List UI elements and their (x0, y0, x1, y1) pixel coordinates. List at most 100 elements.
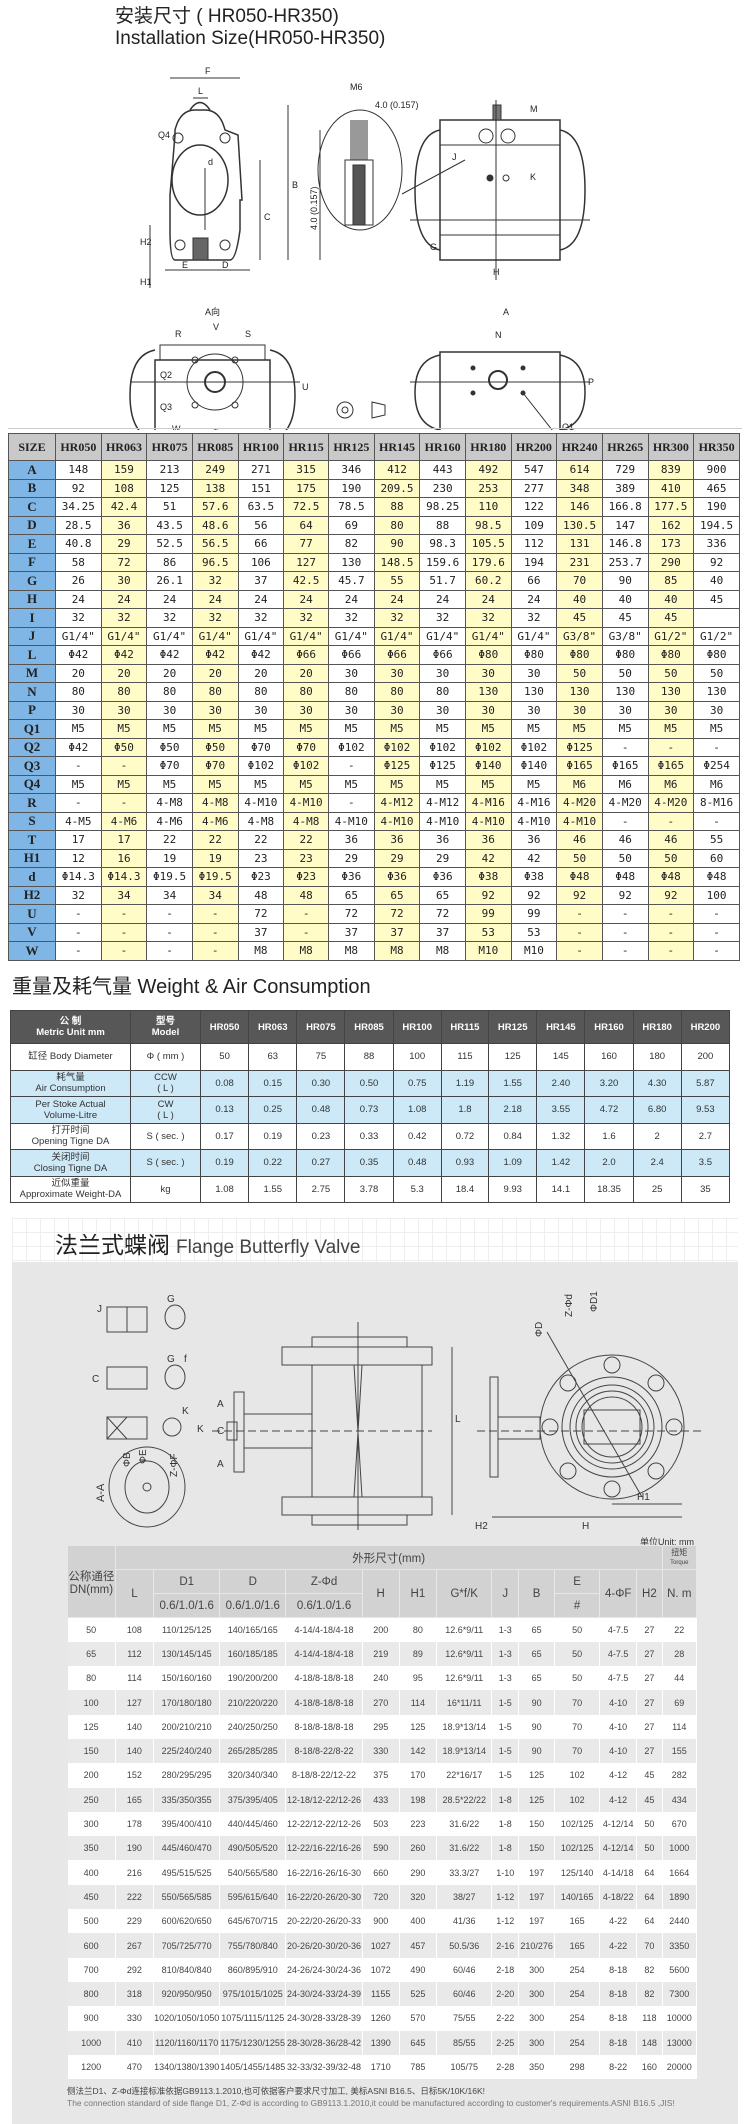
table-cell: 254 (554, 1957, 601, 1982)
table-cell: 8-18 (599, 2006, 638, 2031)
dim-label: ΦE (138, 1449, 149, 1464)
table-cell: 96.5 (191, 552, 239, 572)
table-cell: 30 (283, 700, 330, 720)
table-cell: 249 (191, 460, 239, 480)
key-icon (371, 401, 386, 419)
table-cell: 2-25 (491, 2030, 520, 2055)
table-cell: 92 (601, 885, 649, 905)
table-cell: 2-28 (491, 2054, 520, 2080)
table-cell: 37 (373, 922, 421, 942)
col-h2: H2 (636, 1569, 663, 1618)
table-cell: 80 (373, 515, 421, 535)
table-cell: 490/505/520 (219, 1836, 287, 1861)
unit-text: CCW (154, 1072, 177, 1084)
table-cell: 22*16/17 (436, 1763, 493, 1788)
table-cell: 159.6 (419, 552, 466, 572)
table-cell: 550/565/585 (153, 1884, 221, 1910)
table-cell: 37 (237, 922, 285, 942)
table-cell: 63 (248, 1043, 298, 1071)
table-cell: 40 (647, 589, 695, 609)
table-cell: 1-12 (491, 1909, 520, 1934)
table-cell: Φ36 (373, 867, 421, 887)
col-d1: D1 (153, 1569, 221, 1594)
table-cell: 52.5 (146, 534, 193, 554)
table-cell: 253 (464, 478, 512, 498)
table-cell: 90 (601, 571, 649, 591)
table-cell: 90 (373, 534, 421, 554)
table-cell: 82 (328, 534, 375, 554)
table-cell: 197 (518, 1884, 556, 1910)
front-view (149, 77, 289, 288)
header-text: 型号 (155, 1016, 175, 1027)
table-cell: 165 (554, 1933, 601, 1958)
table-cell: 400 (399, 1909, 438, 1934)
table-cell: 50 (693, 663, 740, 683)
table-row: G 26 30 26.1 32 37 42.5 45.7 55 51.7 60.2 66 70 90 85 4… (8, 571, 740, 591)
table-row: 250 165 335/350/355 375/395/405 12-18/12-22/… (67, 1787, 698, 1812)
dim-label: Q2 (160, 370, 172, 380)
table-cell: 24-30/24-33/24-39 (285, 1981, 363, 2007)
table-cell: M5 (328, 774, 375, 794)
table-cell: 1-12 (491, 1884, 520, 1910)
bushing-icon (336, 401, 354, 419)
unit-text: ( L ) (157, 1083, 174, 1095)
table-cell: 45 (647, 608, 695, 628)
table-cell: 50 (556, 663, 603, 683)
table-cell: 375/395/405 (219, 1787, 287, 1812)
table-cell: 72 (373, 904, 421, 924)
table-cell: - (191, 904, 239, 924)
table-cell: 28 (662, 1641, 698, 1667)
table-cell: 1-10 (491, 1860, 520, 1885)
table-cell: 12 (55, 848, 102, 868)
table-cell: 335/350/355 (153, 1787, 221, 1812)
dim-label: H1 (140, 277, 152, 287)
table-cell: 50 (67, 1617, 116, 1642)
table-cell: 28.5 (55, 515, 102, 535)
table-cell: 122 (510, 497, 558, 517)
table-row: Q2 Φ42 Φ50 Φ50 Φ50 Φ70 Φ70 Φ102 Φ102 Φ102 Φ102 Φ102… (8, 737, 740, 757)
table-cell: G1/4" (55, 626, 102, 646)
table-cell: 45 (693, 589, 740, 609)
table-cell: Φ66 (373, 645, 421, 665)
table-cell: 0.30 (296, 1069, 346, 1097)
table-cell: Φ19.5 (146, 867, 193, 887)
dim-label: N (495, 330, 502, 340)
table-cell: 225/240/240 (153, 1738, 221, 1764)
header-text: Metric Unit mm (36, 1027, 105, 1038)
table-cell: 20 (283, 663, 330, 683)
table-cell: 20000 (662, 2054, 698, 2080)
table-cell: M5 (419, 774, 466, 794)
table-cell: 490 (399, 1957, 438, 1982)
table-cell: 20 (146, 663, 193, 683)
table-cell: 5.3 (392, 1175, 442, 1203)
table-cell: Φ42 (55, 737, 102, 757)
table-row: C 34.25 42.4 51 57.6 63.5 72.5 78.5 88 98.25 110 12… (8, 497, 740, 517)
table-cell: 70 (556, 571, 603, 591)
col-z: Z-Φd (285, 1569, 363, 1594)
table-cell: 55 (373, 571, 421, 591)
table-cell: 860/895/910 (219, 1957, 287, 1982)
dim-label: B (292, 180, 298, 190)
table-cell: 30 (601, 700, 649, 720)
table-cell: 130/145/145 (153, 1641, 221, 1667)
table-cell: 32 (191, 608, 239, 628)
table-cell: 920/950/950 (153, 1981, 221, 2007)
table-cell: 32 (191, 571, 239, 591)
table-cell: 705/725/770 (153, 1933, 221, 1958)
dim-label: Q3 (160, 402, 172, 412)
table-cell: 0.84 (488, 1122, 538, 1150)
table-cell: 25 (632, 1175, 682, 1203)
table-cell: Φ70 (191, 756, 239, 776)
table-cell: 4-10 (599, 1738, 638, 1764)
dim-label: C (217, 1426, 224, 1437)
table-cell: Φ102 (373, 737, 421, 757)
table-cell: 24 (419, 589, 466, 609)
table-cell: 265/285/285 (219, 1738, 287, 1764)
table-row: Q1 M5 M5 M5 M5 M5 M5 M5 M5 M5 M5 M5 M5 M5 M5 M5 (8, 719, 740, 739)
table-cell: 20 (191, 663, 239, 683)
column-header: HR115 (440, 1010, 490, 1044)
table-cell: 0.08 (199, 1069, 250, 1097)
table-cell: 30 (191, 700, 239, 720)
table-cell: 8-18/8-22/12-22 (285, 1763, 363, 1788)
table-cell: Φ36 (419, 867, 466, 887)
